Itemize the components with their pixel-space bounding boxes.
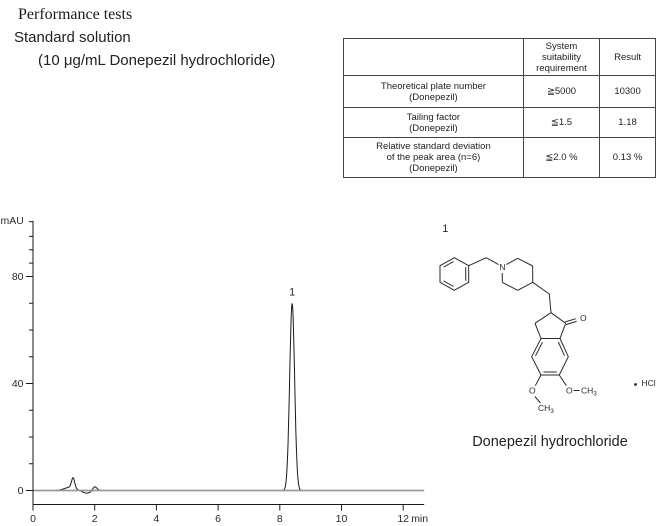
x-tick-label: 10: [336, 513, 348, 525]
methoxy-left-oxygen-label: O: [529, 386, 536, 396]
piperidine-nitrogen-label: N: [499, 262, 505, 272]
table-row: Theoretical plate number (Donepezil) ≧50…: [343, 75, 656, 108]
result-value: 10300: [599, 75, 656, 108]
header-requirement: System suitability requirement: [522, 38, 601, 76]
indanone-aromatic-ring: [531, 338, 569, 376]
structure-peak-number: 1: [442, 223, 448, 235]
chromatogram-trace: [33, 303, 420, 494]
requirement-value: ≦1.5: [522, 107, 601, 138]
carbonyl-double-bond: [565, 318, 577, 326]
methylene-linker-bonds: [532, 281, 552, 313]
x-tick-label: 2: [92, 513, 98, 525]
result-value: 1.18: [599, 107, 656, 138]
y-axis-unit-label: mAU: [1, 215, 24, 227]
methoxy-left-ch3-label: CH3: [538, 403, 554, 415]
param-tailing-factor: Tailing factor (Donepezil): [343, 107, 524, 138]
methoxy-right-oxygen-label: O: [566, 386, 573, 396]
section-title: Performance tests: [18, 6, 133, 23]
header-result: Result: [599, 38, 656, 76]
system-suitability-table: System suitability requirement Result Th…: [343, 38, 656, 178]
methoxy-left-bonds: [534, 374, 542, 404]
result-value: 0.13 %: [599, 137, 656, 178]
y-tick-label: 40: [12, 378, 24, 390]
x-axis-unit-label: min: [411, 513, 428, 525]
table-row: Relative standard deviation of the peak …: [343, 137, 656, 178]
donepezil-structure: 1 N: [439, 223, 656, 415]
benzyl-ch2-bonds: [468, 257, 499, 267]
requirement-value: ≧5000: [522, 75, 601, 108]
salt-hcl-label: HCl: [642, 378, 656, 388]
y-tick-label: 0: [18, 485, 24, 497]
param-rsd: Relative standard deviation of the peak …: [343, 137, 524, 178]
header-parameter: [343, 38, 524, 76]
chromatogram-plot: 0 40 80 0 2 4 6 8 10 12 mAU min 1: [1, 215, 429, 525]
x-tick-label: 6: [215, 513, 221, 525]
y-tick-label: 80: [12, 271, 24, 283]
requirement-value: ≦2.0 %: [522, 137, 601, 178]
peak-number-label: 1: [289, 286, 295, 298]
methoxy-right-ch3-label: CH3: [581, 386, 597, 398]
subtitle-concentration: (10 μg/mL Donepezil hydrochloride): [38, 52, 276, 69]
salt-dot: [634, 383, 637, 386]
table-header-row: System suitability requirement Result: [343, 38, 656, 76]
structure-caption: Donepezil hydrochloride: [472, 434, 628, 450]
x-tick-label: 0: [30, 513, 36, 525]
benzyl-phenyl-ring: [439, 257, 470, 291]
piperidine-ring: [501, 257, 534, 291]
x-tick-label: 4: [153, 513, 159, 525]
param-theoretical-plates: Theoretical plate number (Donepezil): [343, 75, 524, 108]
x-tick-label: 8: [277, 513, 283, 525]
methoxy-right-bonds: [558, 374, 580, 391]
carbonyl-oxygen-label: O: [580, 313, 587, 323]
table-row: Tailing factor (Donepezil) ≦1.5 1.18: [343, 107, 656, 138]
subtitle-standard-solution: Standard solution: [14, 29, 131, 46]
indanone-five-ring: [534, 312, 567, 339]
x-tick-label: 12: [397, 513, 409, 525]
